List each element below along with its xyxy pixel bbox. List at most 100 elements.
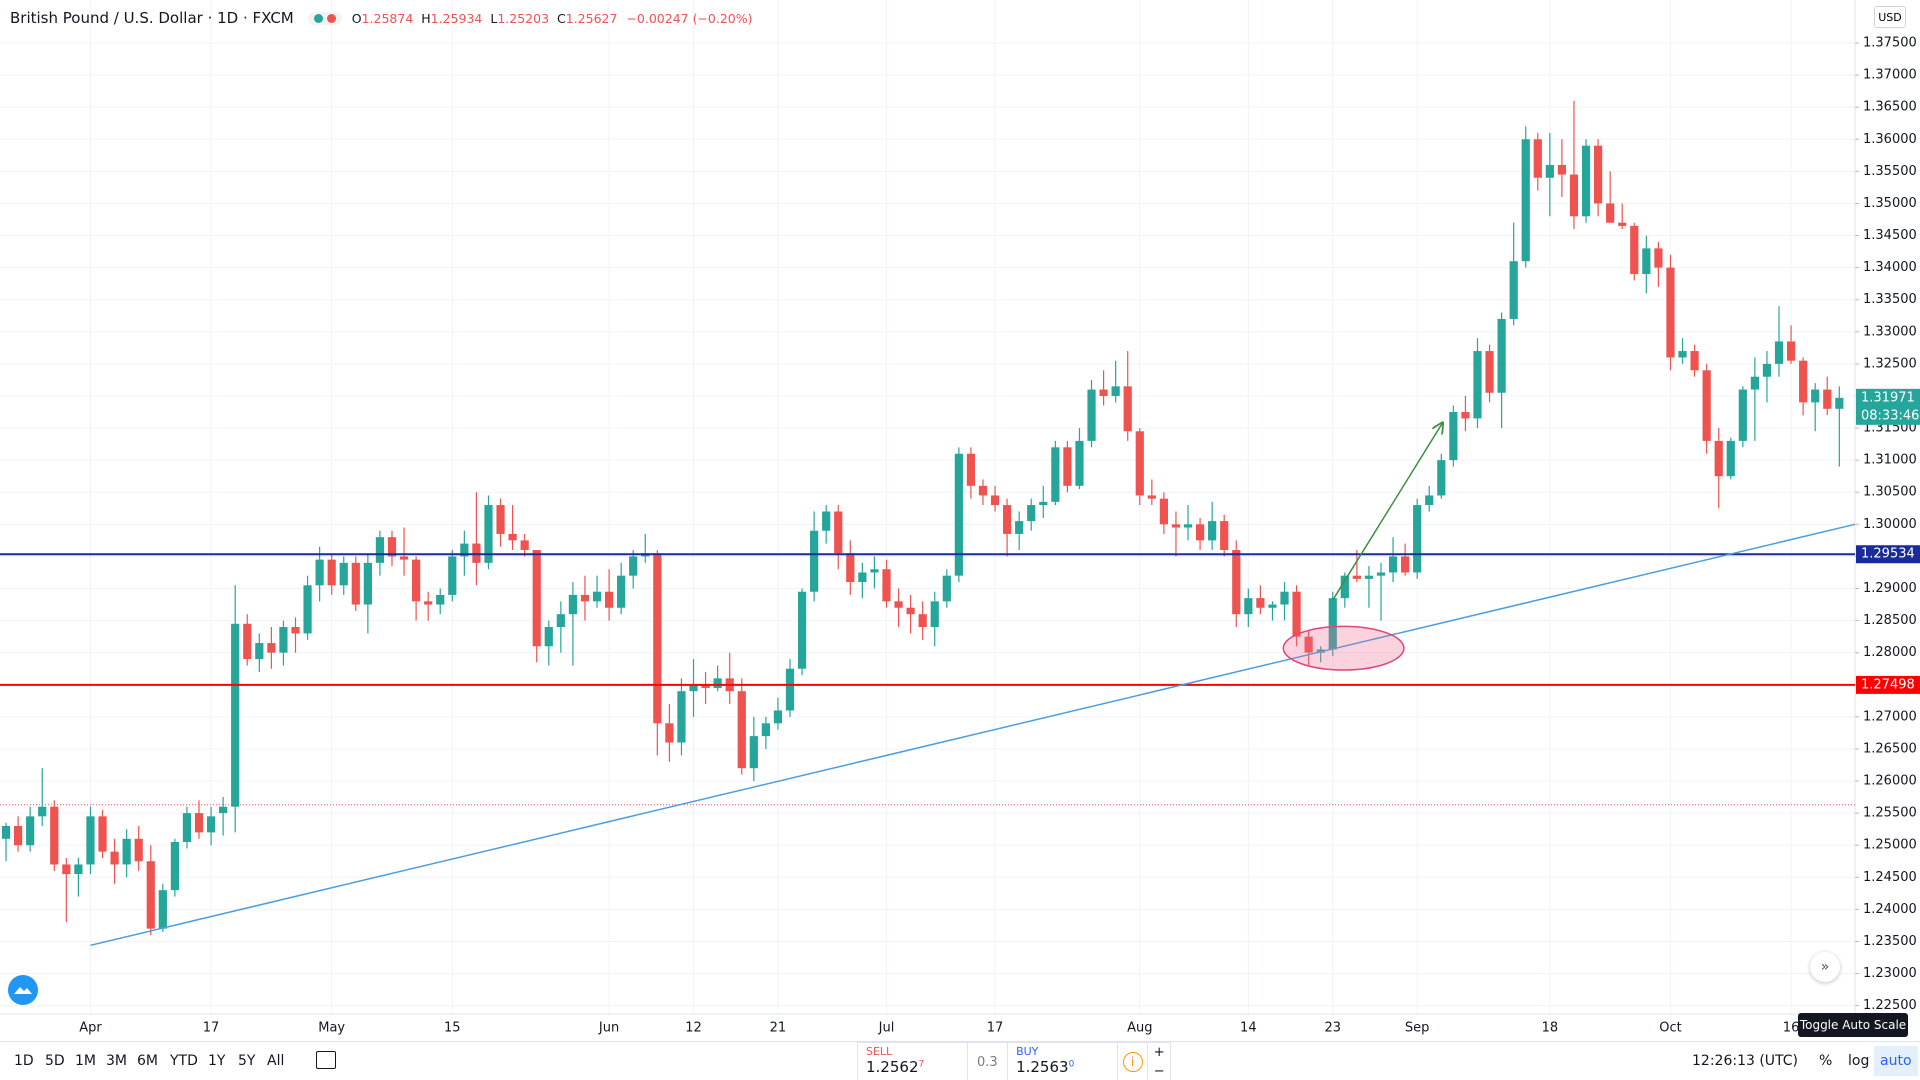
ohlc-label: C bbox=[557, 10, 566, 26]
status-indicators[interactable] bbox=[307, 11, 342, 25]
x-tick-label: 16 bbox=[1783, 1021, 1800, 1036]
x-tick-label: Jun bbox=[598, 1021, 619, 1036]
range-button[interactable]: 1M bbox=[75, 1053, 96, 1069]
x-tick-label: 17 bbox=[203, 1021, 220, 1036]
price-label: 1.27498 bbox=[1861, 677, 1915, 692]
candle-body bbox=[13, 825, 23, 846]
y-tick-label: 1.26000 bbox=[1863, 774, 1917, 789]
candle-body bbox=[870, 569, 879, 573]
range-button[interactable]: 6M bbox=[137, 1053, 158, 1069]
log-button[interactable]: log bbox=[1848, 1053, 1870, 1069]
candle-body bbox=[1714, 440, 1723, 477]
percent-button[interactable]: % bbox=[1819, 1053, 1833, 1069]
range-button[interactable]: 1D bbox=[14, 1053, 34, 1069]
candle-body bbox=[1292, 591, 1301, 637]
y-tick-label: 1.37000 bbox=[1863, 68, 1917, 83]
candle-body bbox=[918, 614, 927, 628]
x-tick-label: 23 bbox=[1324, 1021, 1341, 1036]
range-button[interactable]: 5D bbox=[45, 1053, 65, 1069]
candle-body bbox=[1388, 556, 1398, 573]
candle-body bbox=[810, 530, 819, 592]
candle-body bbox=[1280, 591, 1289, 605]
x-tick-label: Oct bbox=[1659, 1021, 1681, 1036]
tooltip: Toggle Auto Scale bbox=[1798, 1013, 1908, 1037]
x-tick-label: Apr bbox=[79, 1021, 102, 1036]
candle-body bbox=[532, 549, 541, 647]
auto-button[interactable]: auto bbox=[1874, 1046, 1918, 1076]
candle-body bbox=[412, 559, 421, 602]
ohlc-value: 1.25203 bbox=[497, 10, 550, 26]
x-tick-label: 14 bbox=[1240, 1021, 1257, 1036]
highlight-ellipse bbox=[1282, 625, 1405, 671]
clock: 12:26:13 (UTC) bbox=[1692, 1053, 1799, 1069]
spread: 0.3 bbox=[966, 1043, 1009, 1080]
y-tick-label: 1.24000 bbox=[1863, 902, 1917, 917]
y-tick-label: 1.33000 bbox=[1863, 324, 1917, 339]
trend-line bbox=[90, 523, 1856, 947]
date-range-button[interactable] bbox=[316, 1051, 336, 1069]
candle-body bbox=[255, 643, 264, 660]
arrow bbox=[1332, 423, 1443, 601]
symbol-title[interactable]: British Pound / U.S. Dollar · 1D · FXCM bbox=[10, 9, 294, 27]
scroll-to-latest[interactable]: » bbox=[1810, 952, 1840, 982]
candle-body bbox=[267, 643, 276, 653]
y-tick-label: 1.37500 bbox=[1863, 35, 1917, 50]
candle-body bbox=[761, 723, 770, 737]
buy-price: 1.2563 bbox=[1016, 1058, 1069, 1076]
x-tick-label: 17 bbox=[987, 1021, 1004, 1036]
candle-body bbox=[436, 594, 445, 605]
range-button[interactable]: 3M bbox=[106, 1053, 127, 1069]
logo-icon bbox=[14, 987, 32, 994]
y-tick-label: 1.22500 bbox=[1863, 998, 1917, 1013]
range-button[interactable]: All bbox=[267, 1053, 285, 1069]
y-tick-label: 1.28000 bbox=[1863, 645, 1917, 660]
candle-body bbox=[1003, 505, 1012, 534]
candle-body bbox=[1256, 598, 1265, 608]
range-button[interactable]: 5Y bbox=[238, 1053, 256, 1069]
y-tick-label: 1.26500 bbox=[1863, 741, 1917, 756]
candle-body bbox=[1593, 145, 1603, 204]
candle-body bbox=[363, 562, 372, 605]
candle-body bbox=[375, 537, 385, 563]
x-tick-label: 18 bbox=[1542, 1021, 1559, 1036]
candle-body bbox=[1750, 376, 1759, 390]
range-button[interactable]: 1Y bbox=[208, 1053, 226, 1069]
candle-body bbox=[1051, 447, 1060, 502]
candle-body bbox=[1135, 431, 1144, 496]
candle-body bbox=[279, 627, 288, 653]
candle-body bbox=[1376, 572, 1386, 576]
candle-body bbox=[1, 825, 11, 839]
y-tick-label: 1.24500 bbox=[1863, 870, 1917, 885]
quantity-stepper[interactable]: + − bbox=[1147, 1043, 1170, 1080]
candle-body bbox=[339, 562, 348, 586]
range-button[interactable]: YTD bbox=[170, 1053, 198, 1069]
currency-button[interactable]: USD bbox=[1874, 6, 1906, 28]
candle-body bbox=[1340, 575, 1349, 599]
candle-body bbox=[1364, 575, 1374, 579]
candle-body bbox=[737, 691, 746, 769]
buy-button[interactable]: BUY 1.25630 bbox=[1008, 1043, 1117, 1080]
candle-body bbox=[1449, 412, 1458, 461]
candle-body bbox=[1401, 556, 1410, 573]
tv-logo[interactable] bbox=[8, 975, 38, 1005]
candle-body bbox=[544, 627, 553, 647]
info-button[interactable]: i bbox=[1116, 1043, 1148, 1080]
y-tick-label: 1.33500 bbox=[1863, 292, 1917, 307]
buy-pip: 0 bbox=[1068, 1059, 1075, 1070]
ohlc-value: 1.25874 bbox=[361, 10, 414, 26]
candle-body bbox=[906, 607, 915, 615]
sell-button[interactable]: SELL 1.25627 bbox=[858, 1043, 967, 1080]
y-tick-label: 1.29000 bbox=[1863, 581, 1917, 596]
candle-body bbox=[785, 668, 795, 711]
candle-body bbox=[954, 453, 963, 576]
y-tick-label: 1.35500 bbox=[1863, 164, 1917, 179]
candle-body bbox=[399, 556, 409, 560]
trade-widget: SELL 1.25627 0.3 BUY 1.25630 i + − bbox=[857, 1042, 1171, 1080]
ohlc-label: O bbox=[351, 10, 362, 26]
candle-body bbox=[231, 623, 240, 807]
candle-body bbox=[1702, 370, 1711, 441]
candle-body bbox=[1027, 505, 1036, 522]
candle-body bbox=[424, 601, 433, 605]
bottom-toolbar: 1D 5D 1M 3M 6M YTD 1Y 5Y All SELL 1.25627 0.3 BUY… bbox=[0, 1041, 1920, 1080]
